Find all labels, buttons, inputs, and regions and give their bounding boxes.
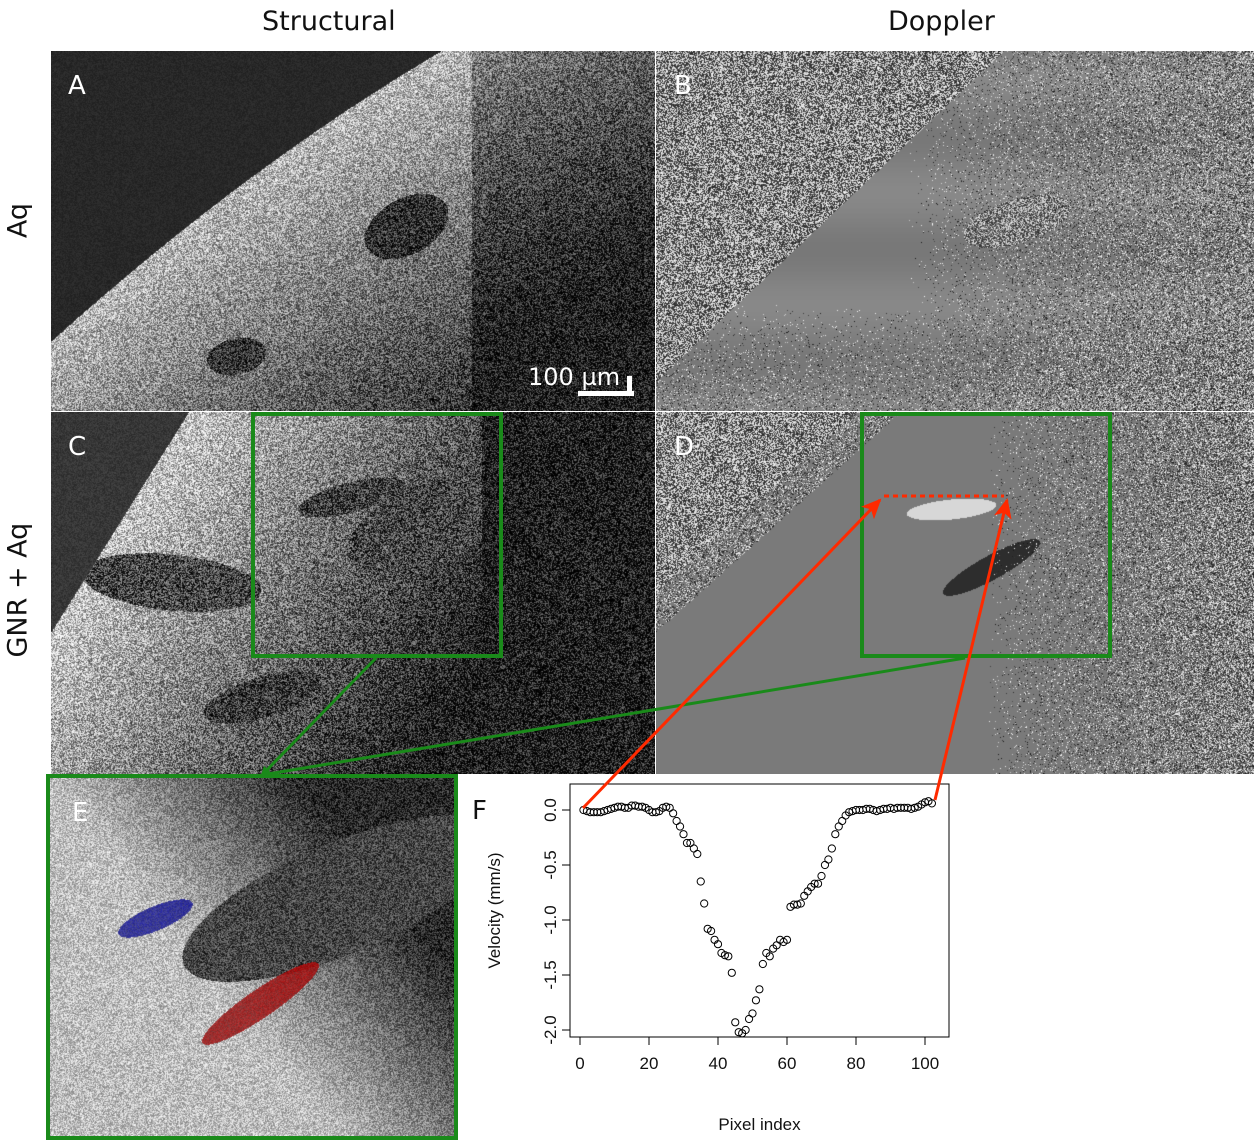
x-tick-label: 60	[778, 1054, 797, 1073]
data-point	[758, 959, 767, 969]
y-tick-label: -1.5	[541, 960, 560, 989]
velocity-profile-chart: 0 20 40 60 80 100 0.0 -0.5 -1.0 -1.5 -2.0 Pixel i…	[485, 783, 950, 1134]
data-point	[741, 1025, 750, 1035]
panel-b-label: B	[674, 71, 692, 101]
scale-bar-label: 100 µm	[528, 363, 621, 391]
x-axis-label: Pixel index	[718, 1115, 801, 1134]
data-point	[700, 899, 709, 908]
panel-c-zoom-region-box	[251, 412, 503, 658]
aq-row-title: Aq	[2, 202, 34, 239]
data-point	[731, 1018, 740, 1027]
data-point	[765, 952, 774, 961]
data-point	[720, 951, 729, 960]
y-tick-label: 0.0	[541, 798, 560, 822]
data-point	[827, 844, 836, 853]
data-point	[755, 985, 764, 994]
x-tick-label: 80	[847, 1054, 866, 1073]
panel-c-label: C	[68, 432, 87, 462]
x-tick-label: 40	[709, 1054, 728, 1073]
y-axis-ticks: 0.0 -0.5 -1.0 -1.5 -2.0	[541, 798, 570, 1045]
data-point	[927, 799, 936, 808]
data-point	[727, 968, 736, 977]
data-point	[782, 935, 792, 944]
x-axis-ticks: 0 20 40 60 80 100	[575, 1037, 939, 1073]
data-point	[813, 879, 823, 888]
data-point	[796, 899, 805, 908]
data-point	[751, 996, 761, 1005]
gnr-aq-row-title: GNR + Aq	[2, 522, 34, 658]
x-tick-label: 100	[911, 1054, 939, 1073]
data-point	[831, 830, 840, 839]
data-point	[675, 822, 685, 831]
data-point	[696, 877, 705, 886]
data-point	[682, 838, 692, 848]
panel-a-label: A	[68, 71, 86, 101]
panel-a-structural-aq: A 100 µm	[51, 51, 655, 411]
panel-b-doppler-aq: B	[656, 51, 1254, 411]
panel-e-label: E	[72, 798, 89, 828]
data-point	[713, 940, 723, 949]
panel-e-zoomed-overlay: E	[46, 774, 458, 1140]
data-point	[810, 879, 819, 888]
y-tick-label: -0.5	[541, 850, 560, 879]
y-tick-label: -2.0	[541, 1015, 560, 1044]
x-tick-label: 0	[575, 1054, 584, 1073]
scale-bar	[578, 391, 634, 396]
data-point	[707, 926, 716, 936]
data-point	[817, 871, 826, 881]
data-point	[669, 809, 678, 818]
data-point	[679, 830, 688, 839]
data-point	[910, 803, 919, 812]
panel-d-label: D	[674, 432, 695, 462]
data-point	[824, 855, 833, 864]
structural-column-title: Structural	[262, 6, 396, 37]
data-point	[748, 1009, 757, 1018]
panel-f-label: F	[472, 796, 487, 826]
data-points	[579, 797, 936, 1038]
data-point	[724, 952, 733, 961]
y-tick-label: -1.0	[541, 905, 560, 934]
scale-bar-tick	[627, 376, 632, 396]
panel-d-zoom-region-box	[860, 412, 1112, 658]
data-point	[693, 849, 702, 859]
data-point	[793, 900, 802, 909]
y-axis-label: Velocity (mm/s)	[485, 852, 504, 968]
x-tick-label: 20	[640, 1054, 659, 1073]
doppler-column-title: Doppler	[888, 6, 995, 37]
